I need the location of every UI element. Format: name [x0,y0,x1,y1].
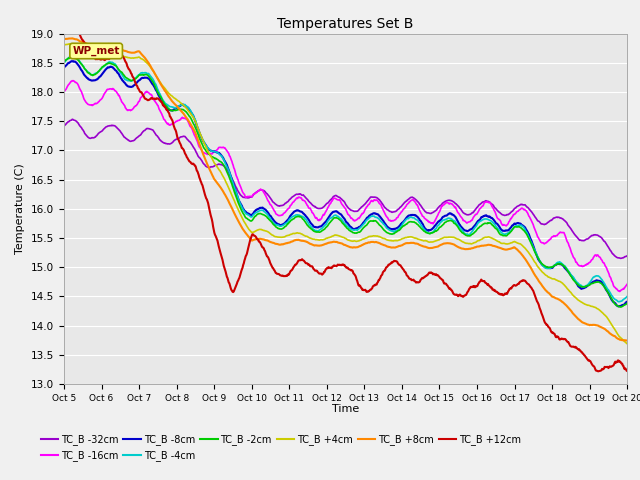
TC_B -4cm [623,293,631,299]
TC_B -16cm [623,281,631,287]
TC_B +8cm [623,337,631,343]
TC_B -4cm [485,217,493,223]
TC_B -8cm [207,148,215,154]
TC_B +4cm [122,54,130,60]
TC_B -2cm [461,232,469,238]
TC_B +4cm [623,341,631,347]
TC_B +12cm [122,60,130,65]
TC_B -2cm [207,154,215,159]
TC_B -2cm [301,219,309,225]
Legend: TC_B -32cm, TC_B -16cm, TC_B -8cm, TC_B -4cm, TC_B -2cm, TC_B +4cm, TC_B +8cm, T: TC_B -32cm, TC_B -16cm, TC_B -8cm, TC_B … [41,434,521,461]
TC_B -2cm [617,304,625,310]
TC_B +12cm [60,31,68,37]
TC_B +12cm [623,368,631,374]
Text: WP_met: WP_met [72,46,120,56]
TC_B -4cm [461,231,469,237]
TC_B -4cm [69,52,77,58]
TC_B -32cm [623,253,631,259]
TC_B +8cm [122,48,130,54]
Line: TC_B -4cm: TC_B -4cm [64,55,627,302]
TC_B +4cm [207,154,215,160]
TC_B -8cm [623,299,631,304]
TC_B -16cm [461,219,469,225]
TC_B +8cm [68,36,76,41]
TC_B +4cm [485,234,493,240]
TC_B +4cm [67,41,75,47]
TC_B -32cm [207,164,215,169]
TC_B +8cm [207,170,215,176]
TC_B -8cm [614,303,622,309]
TC_B -8cm [60,65,68,71]
TC_B -4cm [60,60,68,66]
Line: TC_B -16cm: TC_B -16cm [64,81,627,291]
TC_B -16cm [70,78,77,84]
TC_B -16cm [485,200,493,205]
TC_B -8cm [547,265,555,271]
TC_B -2cm [547,264,555,270]
TC_B -2cm [60,59,68,64]
TC_B -32cm [301,194,309,200]
TC_B -8cm [301,212,309,218]
TC_B -8cm [68,58,76,64]
TC_B -32cm [461,211,469,217]
TC_B -4cm [547,265,555,271]
TC_B -4cm [615,299,623,305]
Line: TC_B -8cm: TC_B -8cm [64,61,627,306]
TC_B +8cm [60,36,68,42]
TC_B -8cm [461,228,469,233]
TC_B +8cm [461,246,469,252]
TC_B +4cm [60,42,68,48]
TC_B -32cm [60,123,68,129]
TC_B -16cm [122,106,130,111]
TC_B +4cm [547,275,555,281]
TC_B -4cm [301,216,309,222]
TC_B +12cm [301,260,309,265]
TC_B +4cm [461,240,469,246]
TC_B -16cm [301,199,309,204]
TC_B -16cm [207,151,215,157]
TC_B +8cm [301,239,309,244]
Line: TC_B +4cm: TC_B +4cm [64,44,627,344]
TC_B -32cm [122,136,130,142]
TC_B +12cm [461,292,469,298]
TC_B -4cm [207,148,215,154]
TC_B -16cm [547,236,555,242]
TC_B -4cm [122,77,130,83]
TC_B -32cm [68,117,76,122]
TC_B -16cm [616,288,623,294]
TC_B -2cm [122,75,130,81]
Title: Temperatures Set B: Temperatures Set B [277,17,414,31]
TC_B -32cm [485,199,493,204]
TC_B -16cm [60,89,68,95]
X-axis label: Time: Time [332,404,359,414]
TC_B +8cm [623,337,630,343]
TC_B -2cm [623,300,631,306]
TC_B +12cm [68,24,76,30]
TC_B -8cm [485,214,493,220]
Y-axis label: Temperature (C): Temperature (C) [15,163,26,254]
TC_B +12cm [485,283,493,288]
Line: TC_B +8cm: TC_B +8cm [64,38,627,340]
Line: TC_B +12cm: TC_B +12cm [64,27,627,372]
TC_B +4cm [301,233,309,239]
TC_B +8cm [485,242,493,248]
Line: TC_B -32cm: TC_B -32cm [64,120,627,258]
TC_B -2cm [68,55,76,60]
Line: TC_B -2cm: TC_B -2cm [64,58,627,307]
TC_B -2cm [485,220,493,226]
TC_B -32cm [547,217,555,223]
TC_B -32cm [617,255,625,261]
TC_B +8cm [547,292,555,298]
TC_B -8cm [122,82,130,87]
TC_B +12cm [595,369,602,374]
TC_B +12cm [547,328,555,334]
TC_B +12cm [207,214,215,220]
